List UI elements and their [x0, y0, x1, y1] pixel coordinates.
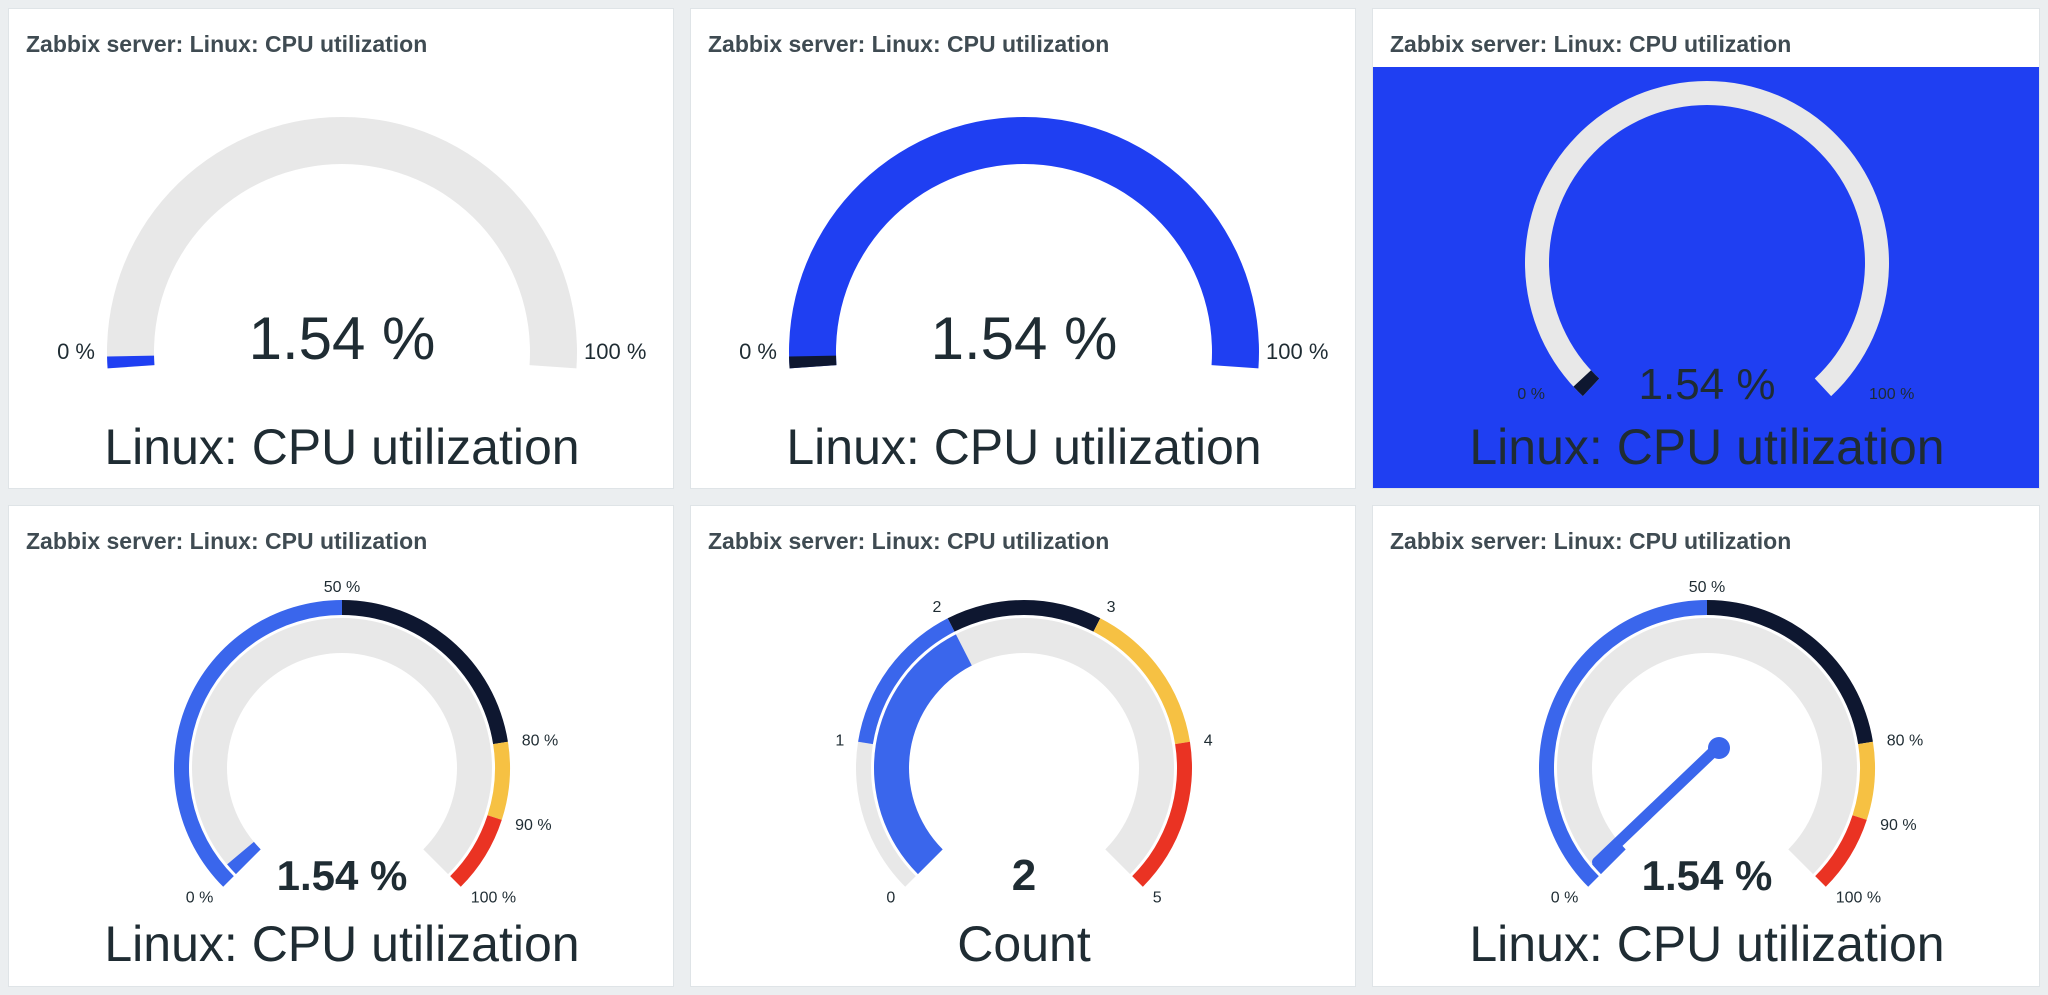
gauge-min-label: 0 %	[1517, 386, 1545, 403]
gauge-threshold-label: 2	[932, 599, 941, 616]
gauge-arc-value	[107, 355, 155, 369]
gauge-description: Linux: CPU utilization	[786, 419, 1261, 475]
gauge-min-label: 0 %	[739, 339, 777, 364]
gauge-threshold-label: 90 %	[515, 817, 551, 834]
gauge-threshold-label: 1	[835, 733, 844, 750]
gauge-widget-plain[interactable]: Zabbix server: Linux: CPU utilization 0 …	[8, 8, 674, 489]
widget-title: Zabbix server: Linux: CPU utilization	[26, 528, 428, 554]
gauge-threshold-label: 0	[886, 890, 895, 907]
gauge-description: Linux: CPU utilization	[1469, 419, 1944, 475]
gauge-arc-background	[1525, 81, 1889, 397]
gauge-arc-value	[227, 841, 261, 875]
widget-header[interactable]: Zabbix server: Linux: CPU utilization	[691, 506, 1355, 564]
gauge-value: 1.54 %	[249, 305, 436, 372]
gauge-max-label: 100 %	[1266, 339, 1328, 364]
gauge-canvas: 0 % 50 % 80 % 90 % 100 % 1.54 % Linux: CPU uti…	[1469, 579, 1944, 972]
widget-title: Zabbix server: Linux: CPU utilization	[708, 31, 1110, 57]
gauge-threshold-segment	[1093, 618, 1190, 745]
gauge-threshold-label: 5	[1153, 890, 1162, 907]
widget-title: Zabbix server: Linux: CPU utilization	[1390, 31, 1792, 57]
gauge-threshold-label: 90 %	[1880, 817, 1916, 834]
widget-header[interactable]: Zabbix server: Linux: CPU utilization	[1373, 9, 2039, 67]
gauge-threshold-label: 0 %	[1551, 890, 1579, 907]
gauge-arc-background	[107, 117, 577, 369]
gauge-threshold-label: 3	[1107, 599, 1116, 616]
gauge-value: 2	[1012, 851, 1036, 900]
gauge-threshold-segment	[1707, 600, 1873, 745]
gauge-canvas: 0 % 50 % 80 % 90 % 100 % 1.54 % Linux: CPU uti…	[104, 579, 579, 972]
gauge-threshold-label: 80 %	[1887, 733, 1923, 750]
gauge-value: 1.54 %	[1642, 852, 1773, 899]
gauge-threshold-segment	[1815, 815, 1867, 887]
gauge-value: 1.54 %	[1639, 360, 1776, 409]
gauge-canvas: 0 % 100 % 1.54 % Linux: CPU utilization	[57, 117, 646, 475]
gauge-threshold-segment	[858, 618, 955, 745]
gauge-description: Linux: CPU utilization	[104, 916, 579, 972]
gauge-threshold-segment	[1539, 600, 1707, 887]
widget-title: Zabbix server: Linux: CPU utilization	[1390, 528, 1792, 554]
gauge-arc-value	[789, 355, 837, 369]
gauge-canvas: 0 1 2 3 4 5 2 Count	[835, 599, 1213, 972]
gauge-description: Linux: CPU utilization	[104, 419, 579, 475]
widget-title: Zabbix server: Linux: CPU utilization	[708, 528, 1110, 554]
gauge-threshold-segment	[450, 815, 502, 887]
gauge-threshold-segment	[1132, 741, 1192, 887]
gauge-threshold-segment	[342, 600, 508, 745]
gauge-arc-background	[192, 618, 493, 875]
gauge-threshold-label: 50 %	[324, 579, 360, 596]
gauge-value: 1.54 %	[277, 852, 408, 899]
gauge-value: 1.54 %	[931, 305, 1118, 372]
gauge-threshold-segment	[856, 741, 916, 887]
gauge-threshold-label: 50 %	[1689, 579, 1725, 596]
gauge-threshold-label: 4	[1204, 733, 1213, 750]
gauge-threshold-label: 100 %	[471, 890, 516, 907]
gauge-widget-count[interactable]: Zabbix server: Linux: CPU utilization 0 1…	[690, 505, 1356, 987]
gauge-widget-needle[interactable]: Zabbix server: Linux: CPU utilization 0 …	[1372, 505, 2040, 987]
widget-title: Zabbix server: Linux: CPU utilization	[26, 31, 428, 57]
gauge-arc-value	[1573, 370, 1600, 397]
gauge-threshold-label: 0 %	[186, 890, 214, 907]
gauge-min-label: 0 %	[57, 339, 95, 364]
gauge-max-label: 100 %	[584, 339, 646, 364]
gauge-threshold-segment	[1852, 741, 1875, 820]
gauge-needle	[1592, 744, 1721, 868]
gauge-threshold-label: 80 %	[522, 733, 558, 750]
gauge-needle-hub	[1708, 737, 1730, 759]
gauge-max-label: 100 %	[1869, 386, 1914, 403]
gauge-widget-thresholds[interactable]: Zabbix server: Linux: CPU utilization 0 …	[8, 505, 674, 987]
gauge-canvas: 0 % 100 % 1.54 % Linux: CPU utilization	[1373, 67, 2039, 488]
gauge-threshold-label: 100 %	[1836, 890, 1881, 907]
gauge-description: Linux: CPU utilization	[1469, 916, 1944, 972]
widget-header[interactable]: Zabbix server: Linux: CPU utilization	[9, 9, 673, 67]
widget-header[interactable]: Zabbix server: Linux: CPU utilization	[1373, 506, 2039, 564]
gauge-arc-background	[789, 117, 1259, 369]
gauge-widget-blue-background[interactable]: Zabbix server: Linux: CPU utilization 0 …	[1372, 8, 2040, 489]
widget-header[interactable]: Zabbix server: Linux: CPU utilization	[691, 9, 1355, 67]
gauge-threshold-segment	[487, 741, 510, 820]
gauge-background	[1373, 67, 2039, 488]
gauge-arc-background	[1557, 618, 1857, 875]
gauge-widget-blue-arc[interactable]: Zabbix server: Linux: CPU utilization 0 …	[690, 8, 1356, 489]
gauge-arc-value	[874, 634, 972, 875]
gauge-canvas: 0 % 100 % 1.54 % Linux: CPU utilization	[739, 117, 1328, 475]
gauge-threshold-segment	[947, 600, 1101, 632]
gauge-description: Count	[957, 916, 1091, 972]
widget-header[interactable]: Zabbix server: Linux: CPU utilization	[9, 506, 673, 564]
gauge-threshold-segment	[174, 600, 342, 887]
